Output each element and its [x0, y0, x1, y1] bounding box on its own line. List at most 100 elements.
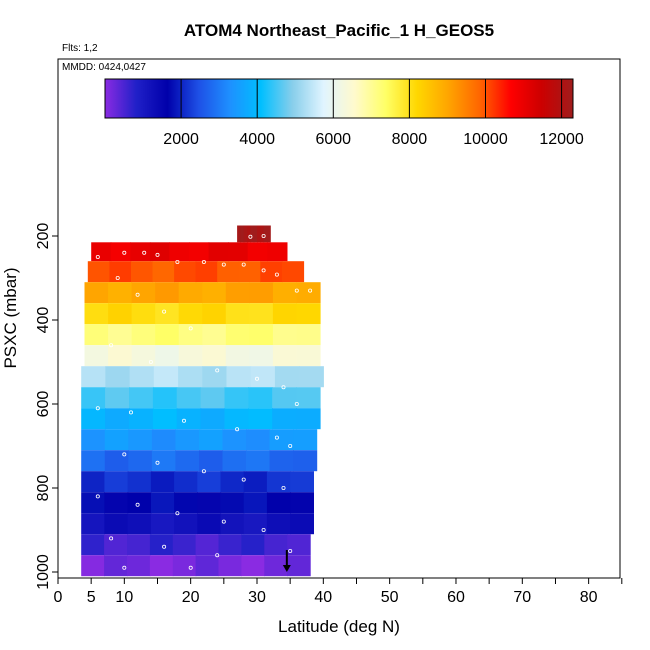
colorbar-tick-label: 4000 [239, 131, 275, 148]
heatmap-cell [91, 242, 112, 262]
heatmap-cell [81, 429, 106, 451]
heatmap-cell [81, 387, 106, 409]
heatmap-cell [149, 242, 171, 262]
track-point [162, 309, 167, 314]
track-point [281, 485, 286, 490]
heatmap-cell [169, 242, 190, 262]
heatmap-cell [296, 387, 321, 409]
heatmap-cell [202, 282, 227, 304]
heatmap-cell [299, 366, 324, 388]
heatmap-cell [220, 492, 245, 514]
heatmap-cell [218, 555, 242, 577]
y-tick-label: 800 [35, 475, 52, 502]
colorbar-tick-label: 10000 [463, 131, 508, 148]
heatmap-cell [150, 471, 175, 493]
heatmap-cell [290, 492, 314, 514]
heatmap-cell [243, 471, 268, 493]
heatmap-cell [240, 225, 245, 243]
heatmap-cell [155, 282, 180, 304]
heatmap-cell [127, 492, 152, 514]
heatmap-cell [174, 513, 198, 535]
heatmap-cell [250, 366, 276, 388]
track-point [148, 359, 153, 364]
heatmap-cell [151, 450, 176, 472]
heatmap-cell [131, 324, 156, 346]
heatmap-cell [202, 366, 228, 388]
heatmap-cell [249, 345, 274, 367]
heatmap-cell [228, 242, 249, 262]
colorbar: 2000 4000 6000 8000 10000 12000 [104, 78, 584, 148]
heatmap-cell [199, 450, 224, 472]
heatmap-cell [225, 303, 250, 325]
heatmap-cell [84, 282, 109, 304]
heatmap-cell [243, 225, 248, 243]
track-point [95, 494, 100, 499]
track-point [274, 272, 279, 277]
y-axis-label: PSXC (mbar) [1, 267, 20, 368]
heatmap-cell [84, 324, 109, 346]
track-point [261, 233, 266, 238]
heatmap-cell [131, 261, 154, 283]
heatmap-cell [129, 408, 154, 430]
heatmap-cell [151, 429, 176, 451]
x-tick-label: 80 [580, 589, 598, 606]
heatmap-cell [263, 225, 268, 243]
heatmap-cell [174, 261, 197, 283]
marker-arrowhead [282, 565, 291, 572]
heatmap-cell [175, 450, 200, 472]
track-point [188, 326, 193, 331]
heatmap-cell [202, 324, 227, 346]
track-point [261, 268, 266, 273]
track-point [135, 292, 140, 297]
track-point [128, 410, 133, 415]
track-point [201, 469, 206, 474]
heatmap-cell [225, 345, 250, 367]
heatmap-cell [222, 429, 247, 451]
heatmap-cell [81, 555, 105, 577]
heatmap-cell [224, 408, 249, 430]
colorbar-tick-label: 2000 [163, 131, 199, 148]
heatmap-cell [241, 534, 265, 556]
heatmap-cell [81, 492, 105, 514]
heatmap-cell [131, 303, 156, 325]
heatmap-cell [128, 429, 153, 451]
heatmap-cell [237, 225, 241, 243]
track-point [155, 252, 160, 257]
heatmap-cell [247, 225, 251, 243]
track-point [294, 401, 299, 406]
y-tick-label: 600 [35, 391, 52, 418]
heatmap-cell [202, 345, 227, 367]
heatmap-cell [199, 429, 224, 451]
colorbar-tick-label: 12000 [539, 131, 584, 148]
heatmap-cell [178, 282, 203, 304]
track-point [215, 368, 220, 373]
heatmap-cell [253, 225, 258, 243]
x-axis: 0 5 10 20 30 40 50 60 70 80 [54, 578, 623, 606]
heatmap-cell [81, 450, 106, 472]
heatmap-cell [272, 303, 297, 325]
heatmap-cell [220, 471, 245, 493]
heatmap-cell [152, 387, 178, 409]
heatmap-cell [272, 345, 297, 367]
heatmap-cell [197, 471, 222, 493]
track-point [241, 477, 246, 482]
x-tick-label: 5 [87, 589, 96, 606]
heatmap-cell [224, 387, 249, 409]
heatmap-cell [105, 408, 130, 430]
heatmap-cell [178, 324, 203, 346]
heatmap-cell [105, 366, 131, 388]
track-point [181, 418, 186, 423]
track-point [122, 565, 127, 570]
heatmap-cell [208, 242, 229, 262]
heatmap-cell [149, 534, 174, 556]
heatmap-cell [290, 471, 314, 493]
heatmap-cell [269, 450, 294, 472]
track-point [201, 259, 206, 264]
x-tick-label: 40 [314, 589, 332, 606]
track-point [135, 502, 140, 507]
heatmap-cell [152, 261, 175, 283]
heatmap-cell [202, 303, 227, 325]
heatmap-cell [243, 492, 268, 514]
heatmap-cell [290, 513, 314, 535]
heatmap-cell [104, 534, 128, 556]
